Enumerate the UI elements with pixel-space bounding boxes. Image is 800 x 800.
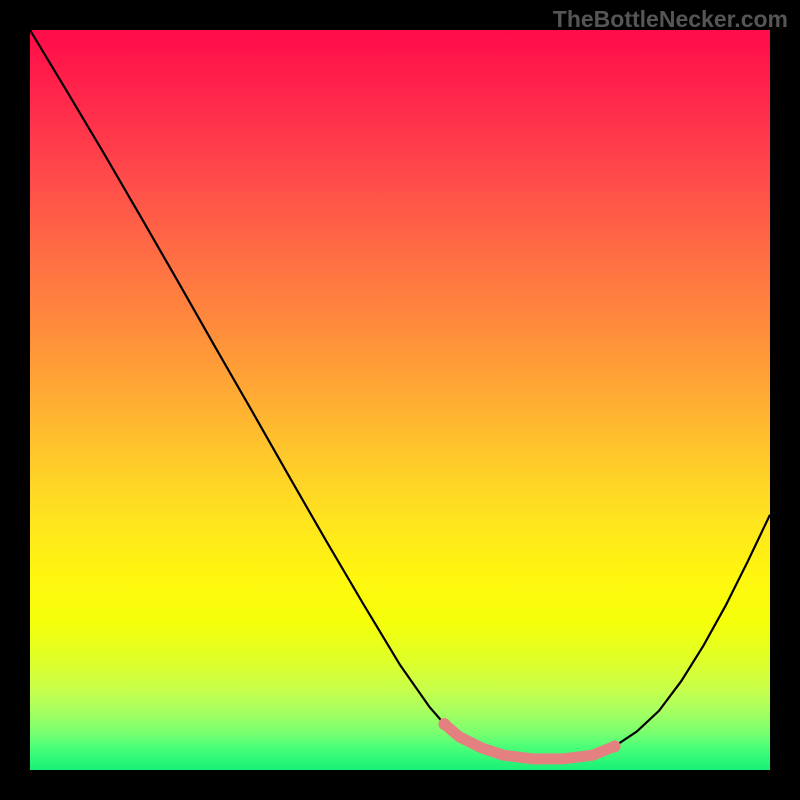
plot-area [30,30,770,770]
watermark-text: TheBottleNecker.com [553,6,788,33]
bottleneck-curve [30,30,770,770]
